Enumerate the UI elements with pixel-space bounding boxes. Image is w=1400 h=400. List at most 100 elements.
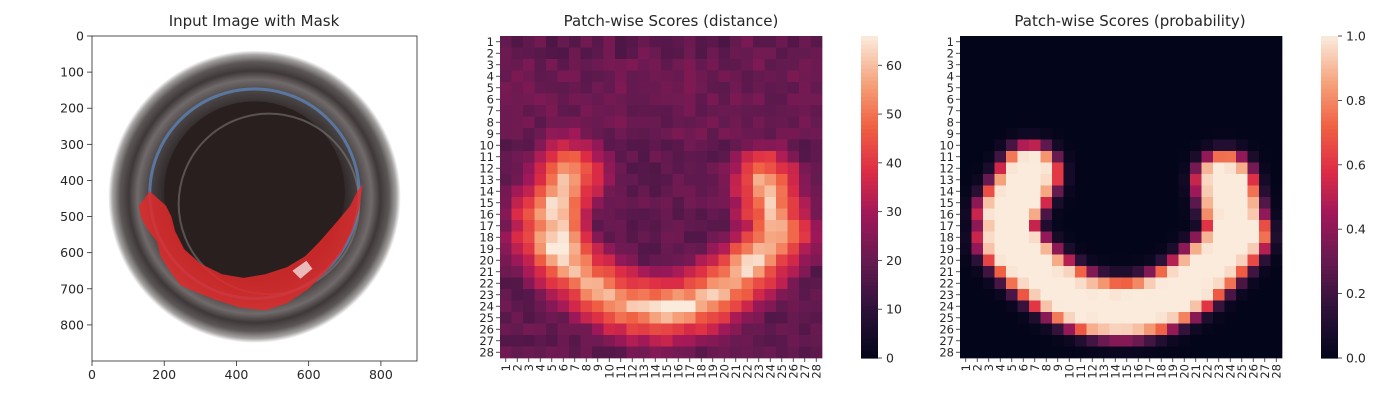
heatmap-cell [500, 128, 512, 140]
heatmap-cell [799, 231, 811, 244]
heatmap-cell [1132, 266, 1145, 278]
heatmap-cell [741, 70, 754, 83]
heatmap-cell [971, 208, 984, 221]
heatmap-cell [753, 208, 765, 221]
heatmap-cell [960, 335, 972, 347]
heatmap-cell [994, 289, 1007, 301]
heatmap-cell [1167, 323, 1179, 336]
heatmap-cell [730, 254, 742, 267]
heatmap-cell [626, 185, 639, 198]
heatmap-cell [1121, 335, 1133, 347]
colorbar-segment [861, 156, 878, 162]
heatmap-cell [994, 312, 1007, 324]
heatmap-cell [776, 208, 788, 221]
heatmap-cell [1017, 266, 1030, 278]
heatmap-cell [1224, 70, 1237, 83]
heatmap-cell [1132, 59, 1145, 71]
heatmap-cell [1075, 243, 1087, 255]
y-tick-label: 1 [947, 35, 954, 49]
heatmap-cell [1213, 116, 1225, 129]
heatmap-cell [1052, 128, 1064, 140]
heatmap-cell [718, 70, 731, 83]
heatmap-cell [1236, 346, 1248, 359]
heatmap-cell [1155, 116, 1168, 129]
heatmap-cell [1029, 254, 1041, 267]
heatmap-cell [718, 139, 731, 152]
heatmap-cell [1236, 59, 1248, 71]
heatmap-cell [500, 300, 512, 313]
heatmap-cell [580, 82, 593, 94]
heatmap-cell [1201, 323, 1214, 336]
heatmap-cell [764, 254, 777, 267]
x-tick-label: 23 [752, 364, 766, 379]
heatmap-cell [1075, 185, 1087, 198]
heatmap-cell [638, 82, 650, 94]
heatmap-cell [776, 220, 788, 232]
heatmap-cell [753, 59, 765, 71]
heatmap-cell [1259, 208, 1271, 221]
heatmap-cell [1247, 289, 1260, 301]
heatmap-cell [1213, 93, 1225, 106]
heatmap-cell [994, 231, 1007, 244]
colorbar-segment [861, 221, 878, 226]
heatmap-cell [557, 208, 570, 221]
heatmap-cell [741, 243, 754, 255]
heatmap-cell [730, 208, 742, 221]
heatmap-cell [776, 231, 788, 244]
probability-heatmap [960, 36, 1283, 359]
heatmap-cell [1017, 208, 1030, 221]
heatmap-cell [580, 289, 593, 301]
heatmap-cell [1109, 93, 1122, 106]
heatmap-cell [1121, 208, 1133, 221]
heatmap-cell [1132, 128, 1145, 140]
heatmap-cell [787, 335, 800, 347]
heatmap-cell [523, 208, 535, 221]
heatmap-cell [638, 59, 650, 71]
heatmap-cell [983, 254, 995, 267]
heatmap-cell [718, 208, 731, 221]
colorbar-tick-label: 0 [886, 351, 894, 366]
heatmap-cell [799, 93, 811, 106]
heatmap-cell [1213, 289, 1225, 301]
heatmap-cell [569, 139, 581, 152]
heatmap-cell [1086, 82, 1099, 94]
y-tick-label: 16 [939, 207, 954, 221]
heatmap-cell [1098, 335, 1110, 347]
heatmap-cell [1213, 70, 1225, 83]
heatmap-cell [730, 266, 742, 278]
heatmap-cell [603, 105, 616, 117]
heatmap-cell [1155, 162, 1168, 175]
colorbar-segment [1321, 313, 1338, 319]
heatmap-cell [1132, 346, 1145, 359]
heatmap-cell [569, 162, 581, 175]
heatmap-cell [1259, 105, 1271, 117]
heatmap-cell [1052, 174, 1064, 186]
heatmap-cell [753, 93, 765, 106]
heatmap-cell [661, 162, 673, 175]
heatmap-cell [799, 174, 811, 186]
heatmap-cell [580, 162, 593, 175]
heatmap-cell [1213, 300, 1225, 313]
heatmap-cell [1086, 36, 1099, 48]
heatmap-cell [741, 231, 754, 244]
heatmap-cell [603, 47, 616, 60]
heatmap-cell [1063, 243, 1076, 255]
heatmap-cell [1236, 208, 1248, 221]
heatmap-cell [603, 151, 616, 163]
heatmap-cell [603, 59, 616, 71]
heatmap-cell [1236, 128, 1248, 140]
colorbar-segment [1321, 172, 1338, 178]
heatmap-cell [1213, 105, 1225, 117]
colorbar-segment [861, 285, 878, 291]
heatmap-cell [500, 231, 512, 244]
heatmap-cell [1155, 208, 1168, 221]
heatmap-cell [1098, 346, 1110, 359]
heatmap-cell [546, 197, 558, 209]
heatmap-cell [638, 266, 650, 278]
heatmap-cell [1006, 47, 1018, 60]
heatmap-cell [1167, 36, 1179, 48]
heatmap-cell [787, 93, 800, 106]
probability-colorbar: 0.00.20.40.60.81.0 [1321, 29, 1366, 366]
heatmap-cell [603, 116, 616, 129]
